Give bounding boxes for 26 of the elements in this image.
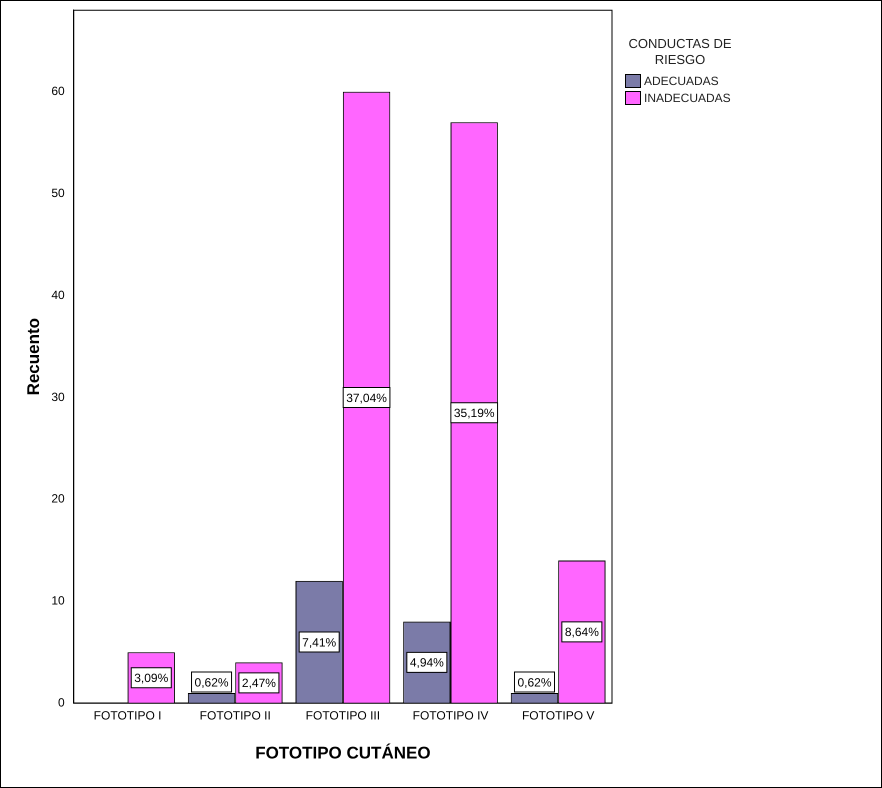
x-axis-title: FOTOTIPO CUTÁNEO [255, 742, 431, 762]
annotation: 3,09% [134, 671, 169, 686]
y-tick-label: 30 [51, 390, 66, 404]
annotation: 4,94% [410, 656, 444, 670]
y-axis-title: Recuento [24, 318, 43, 396]
annotation: 7,41% [302, 635, 337, 650]
annotation: 37,04% [346, 390, 388, 405]
y-tick-label: 60 [51, 84, 66, 98]
annotation: 2,47% [242, 676, 276, 690]
y-tick-label: 40 [51, 288, 66, 302]
legend-title: CONDUCTAS DE RIESGO [627, 36, 733, 68]
annotation: 0,62% [194, 675, 229, 690]
annotation: 0,62% [517, 675, 552, 690]
y-tick-label: 20 [51, 492, 66, 506]
y-tick-label: 0 [58, 696, 66, 710]
y-tick-label: 50 [51, 186, 66, 200]
x-tick-label: FOTOTIPO II [200, 708, 271, 723]
x-tick-label: FOTOTIPO V [522, 708, 594, 723]
x-tick-label: FOTOTIPO IV [412, 708, 488, 723]
annotation: 8,64% [564, 625, 600, 640]
x-tick-label: FOTOTIPO I [94, 708, 162, 723]
y-tick-label: 10 [51, 594, 66, 608]
legend-label: ADECUADAS [644, 74, 719, 88]
x-tick-label: FOTOTIPO III [306, 708, 380, 723]
annotation: 35,19% [454, 406, 495, 420]
legend-label: INADECUADAS [644, 90, 731, 104]
